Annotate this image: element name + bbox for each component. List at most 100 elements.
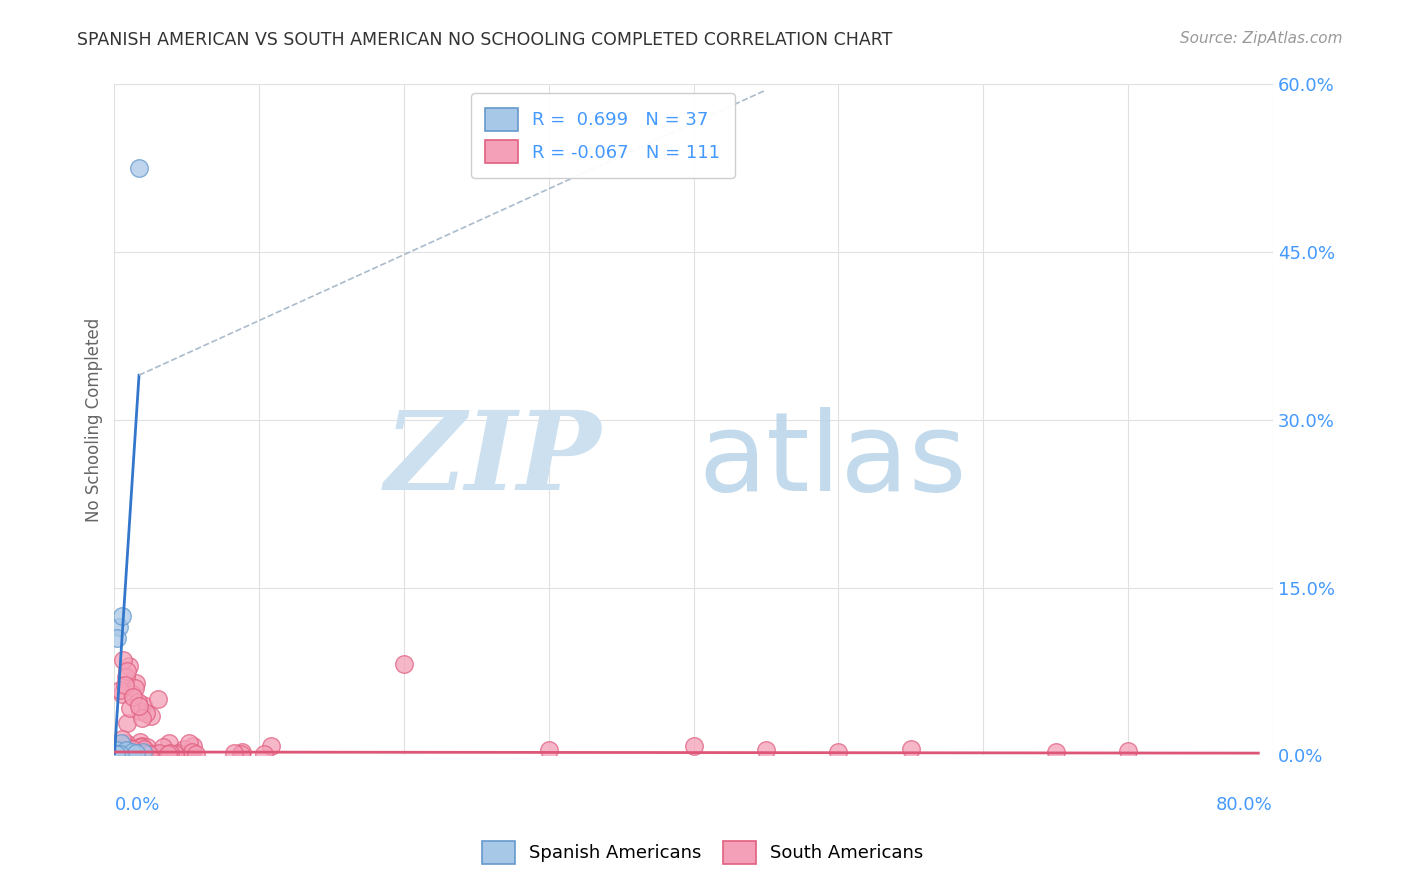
Point: [111, 731, 134, 746]
Point: [111, 747, 134, 762]
Point: [145, 747, 167, 762]
Point: [127, 739, 149, 754]
Point: [157, 747, 180, 762]
Point: [104, 741, 127, 756]
Point: [105, 747, 128, 761]
Point: [179, 736, 201, 750]
Point: [118, 742, 141, 756]
Point: [107, 747, 129, 761]
Legend: R =  0.699   N = 37, R = -0.067   N = 111: R = 0.699 N = 37, R = -0.067 N = 111: [471, 94, 735, 178]
Point: [114, 742, 136, 756]
Point: [138, 747, 160, 762]
Point: [111, 608, 134, 623]
Point: [105, 745, 128, 759]
Point: [117, 747, 139, 761]
Point: [260, 739, 283, 753]
Point: [114, 678, 136, 692]
Point: [108, 747, 131, 762]
Point: [128, 747, 150, 762]
Point: [127, 695, 149, 709]
Point: [111, 747, 134, 762]
Point: [105, 746, 128, 760]
Point: [107, 743, 129, 757]
Point: [152, 740, 174, 755]
Point: [104, 744, 127, 758]
Point: [105, 743, 128, 757]
Point: [104, 747, 127, 761]
Point: [186, 747, 208, 761]
Point: [112, 747, 135, 762]
Point: [146, 692, 169, 706]
Point: [159, 746, 181, 760]
Point: [121, 687, 143, 701]
Point: [105, 747, 128, 761]
Point: [107, 747, 129, 761]
Point: [173, 742, 195, 756]
Point: [112, 745, 135, 759]
Text: ZIP: ZIP: [384, 407, 600, 514]
Text: 80.0%: 80.0%: [1216, 796, 1272, 814]
Point: [104, 747, 127, 761]
Point: [115, 746, 138, 760]
Y-axis label: No Schooling Completed: No Schooling Completed: [86, 318, 103, 522]
Text: Source: ZipAtlas.com: Source: ZipAtlas.com: [1180, 31, 1343, 46]
Point: [129, 734, 152, 748]
Point: [110, 747, 132, 762]
Point: [110, 747, 132, 762]
Point: [112, 653, 135, 667]
Point: [107, 620, 129, 634]
Legend: Spanish Americans, South Americans: Spanish Americans, South Americans: [468, 826, 938, 879]
Point: [148, 746, 170, 760]
Point: [159, 736, 181, 750]
Point: [114, 743, 136, 757]
Point: [104, 744, 127, 758]
Point: [135, 706, 157, 720]
Point: [104, 745, 127, 759]
Point: [132, 745, 155, 759]
Point: [231, 745, 253, 759]
Point: [115, 746, 138, 760]
Point: [112, 741, 135, 756]
Point: [104, 745, 127, 759]
Point: [115, 715, 138, 730]
Point: [104, 741, 127, 756]
Point: [120, 701, 142, 715]
Point: [115, 744, 138, 758]
Point: [104, 747, 127, 761]
Point: [111, 746, 134, 760]
Point: [117, 665, 139, 679]
Point: [1045, 745, 1067, 759]
Point: [115, 736, 138, 750]
Point: [108, 747, 131, 762]
Point: [107, 747, 129, 762]
Point: [104, 747, 127, 761]
Point: [122, 690, 145, 705]
Text: atlas: atlas: [699, 407, 967, 514]
Point: [132, 747, 155, 762]
Point: [180, 746, 202, 760]
Point: [104, 747, 127, 762]
Point: [104, 747, 127, 762]
Point: [128, 699, 150, 714]
Point: [105, 745, 128, 759]
Point: [114, 747, 136, 762]
Point: [115, 670, 138, 684]
Point: [111, 687, 134, 701]
Point: [104, 746, 127, 760]
Point: [125, 746, 148, 760]
Point: [129, 740, 152, 755]
Point: [114, 747, 136, 761]
Point: [107, 747, 129, 762]
Point: [827, 745, 849, 759]
Point: [132, 742, 155, 756]
Point: [132, 747, 155, 761]
Point: [222, 746, 245, 760]
Point: [129, 704, 152, 718]
Point: [128, 161, 150, 176]
Point: [105, 745, 128, 759]
Point: [104, 747, 127, 762]
Point: [755, 743, 778, 757]
Point: [537, 743, 560, 757]
Point: [105, 631, 128, 645]
Point: [392, 657, 415, 671]
